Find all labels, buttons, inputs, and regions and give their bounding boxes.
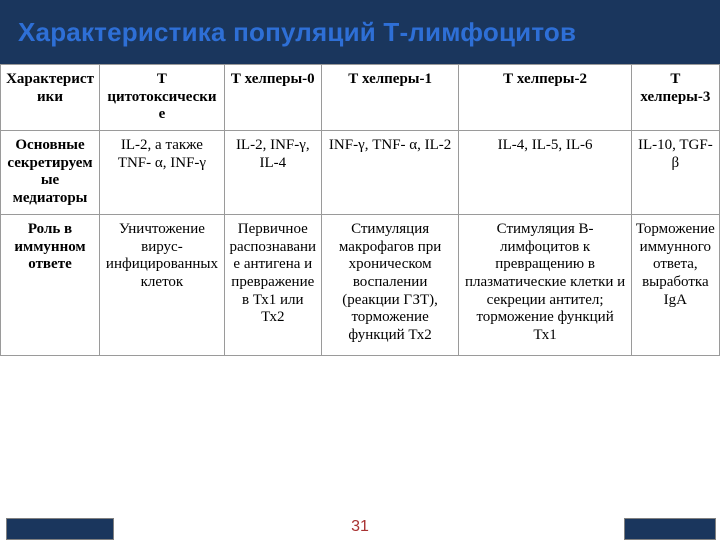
col-header-tcytotoxic: Т цитотоксические <box>100 65 225 131</box>
cell-role-th3: Торможение иммунного ответа, выработка I… <box>631 214 719 355</box>
table-row: Основные секретируемые медиаторы IL-2, а… <box>1 131 720 215</box>
slide-header: Характеристика популяций Т-лимфоцитов <box>0 0 720 64</box>
table-row: Роль в иммунном ответе Уничтожение вирус… <box>1 214 720 355</box>
cell-role-th0: Первичное распознавание антигена и превр… <box>224 214 321 355</box>
cell-role-tcyto: Уничтожение вирус-инфицированных клеток <box>100 214 225 355</box>
cell-mediators-tcyto: IL-2, а также TNF- α, INF-γ <box>100 131 225 215</box>
footer-block-right <box>624 518 716 540</box>
cell-mediators-th2: IL-4, IL-5, IL-6 <box>459 131 631 215</box>
footer-block-left <box>6 518 114 540</box>
col-header-th3: Т хелперы-3 <box>631 65 719 131</box>
cell-role-th1: Стимуляция макрофагов при хроническом во… <box>321 214 459 355</box>
table-container: Характеристики Т цитотоксические Т хелпе… <box>0 64 720 356</box>
cell-mediators-th1: INF-γ, TNF- α, IL-2 <box>321 131 459 215</box>
col-header-th1: Т хелперы-1 <box>321 65 459 131</box>
slide-title: Характеристика популяций Т-лимфоцитов <box>18 17 576 48</box>
cell-mediators-th0: IL-2, INF-γ, IL-4 <box>224 131 321 215</box>
slide-number: 31 <box>351 518 369 536</box>
col-header-th2: Т хелперы-2 <box>459 65 631 131</box>
row-label-mediators: Основные секретируемые медиаторы <box>1 131 100 215</box>
row-label-role: Роль в иммунном ответе <box>1 214 100 355</box>
col-header-characteristics: Характеристики <box>1 65 100 131</box>
cell-mediators-th3: IL-10, TGF-β <box>631 131 719 215</box>
tlymphocyte-table: Характеристики Т цитотоксические Т хелпе… <box>0 64 720 356</box>
slide-footer: 31 <box>0 506 720 540</box>
table-header-row: Характеристики Т цитотоксические Т хелпе… <box>1 65 720 131</box>
col-header-th0: Т хелперы-0 <box>224 65 321 131</box>
cell-role-th2: Стимуляция В-лимфоцитов к превращению в … <box>459 214 631 355</box>
